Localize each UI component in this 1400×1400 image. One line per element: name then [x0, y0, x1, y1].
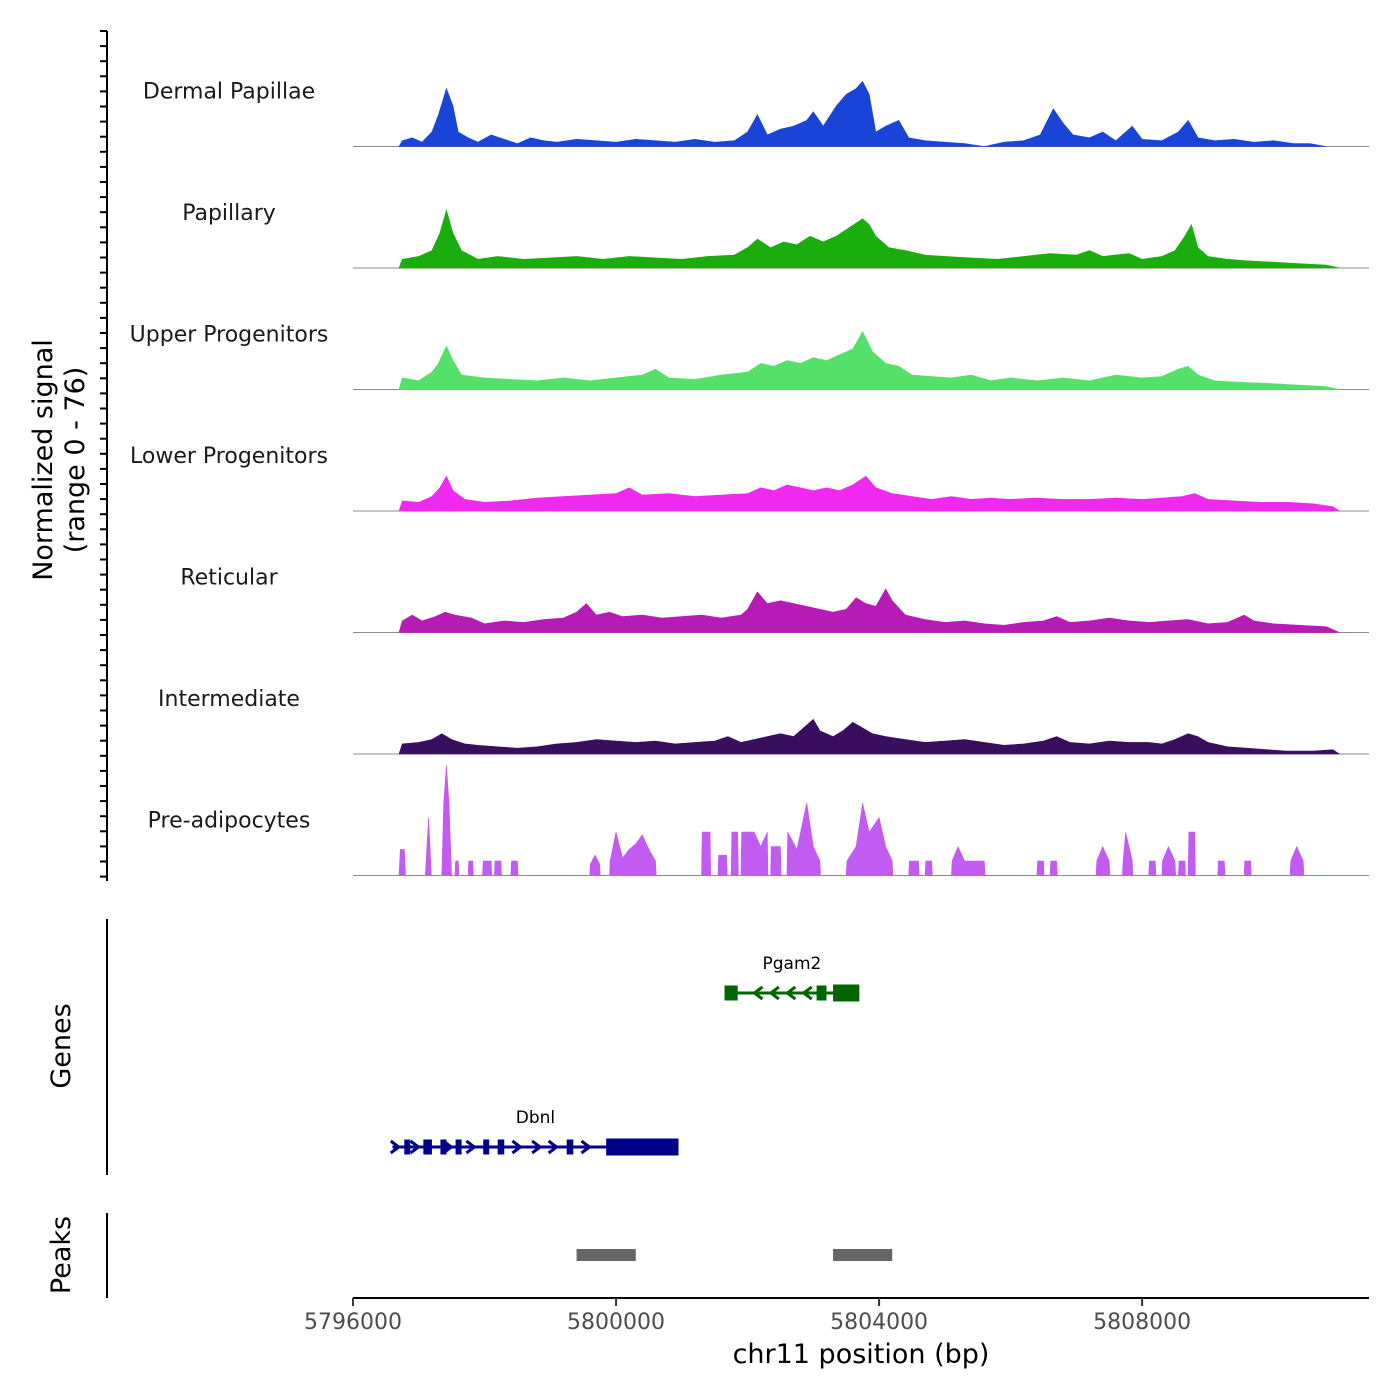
track-label: Lower Progenitors — [130, 444, 328, 469]
track-upper-progenitors: Upper Progenitors — [130, 323, 1369, 390]
exon-block — [497, 1139, 505, 1155]
peak-bar — [833, 1249, 893, 1261]
signal-area — [398, 718, 1341, 755]
gene-models: Pgam2 Dbnl — [389, 954, 860, 1156]
track-lower-progenitors: Lower Progenitors — [130, 444, 1369, 512]
signal-area — [398, 330, 1340, 390]
peaks-panel-title: Peaks — [46, 1216, 77, 1294]
signal-area — [398, 588, 1340, 633]
track-label: Reticular — [180, 566, 278, 591]
signal-area — [398, 209, 1340, 269]
x-tick-label: 5804000 — [830, 1310, 928, 1335]
gene-label: Dbnl — [516, 1108, 555, 1128]
exon-block — [566, 1139, 574, 1155]
exon-block — [440, 1139, 447, 1155]
signal-axis-ticks — [100, 30, 107, 878]
peaks-title-group: Peaks — [46, 1216, 77, 1294]
signal-axis-title-line1: Normalized signal — [28, 339, 59, 581]
track-label: Papillary — [182, 201, 276, 226]
signal-axis-title-group: Normalized signal (range 0 - 76) — [28, 339, 91, 581]
track-label: Dermal Papillae — [143, 80, 315, 105]
signal-area — [398, 80, 1327, 147]
strand-arrow — [768, 985, 780, 1001]
signal-area — [398, 765, 1327, 876]
strand-arrow — [465, 1139, 477, 1155]
peak-bar — [576, 1249, 636, 1261]
x-axis-ticks: 5796000 5800000 5804000 5808000 — [304, 1298, 1191, 1335]
strand-arrow — [801, 985, 813, 1001]
exon-block — [483, 1139, 490, 1155]
gene-pgam2: Pgam2 — [724, 954, 860, 1002]
track-label: Intermediate — [158, 687, 300, 712]
track-intermediate: Intermediate — [158, 687, 1369, 755]
track-pre-adipocytes: Pre-adipocytes — [148, 765, 1369, 876]
strand-arrow — [784, 985, 797, 1001]
gene-label: Pgam2 — [763, 954, 822, 974]
strand-arrow — [580, 1139, 592, 1155]
peak-regions — [576, 1249, 893, 1261]
exon-block — [816, 985, 827, 1001]
exon-block — [455, 1139, 462, 1155]
track-dermal-papillae: Dermal Papillae — [143, 80, 1369, 147]
exon-block — [724, 985, 738, 1001]
strand-arrow — [751, 985, 764, 1001]
exon-block — [423, 1139, 432, 1155]
exon-block — [606, 1138, 679, 1156]
strand-arrow — [409, 1139, 421, 1155]
strand-arrow — [547, 1139, 560, 1155]
genes-panel-title: Genes — [46, 1003, 77, 1088]
x-axis-title: chr11 position (bp) — [733, 1339, 990, 1370]
exon-block — [404, 1139, 411, 1155]
signal-area — [398, 475, 1341, 512]
strand-arrow — [511, 1139, 523, 1155]
x-tick-label: 5800000 — [567, 1310, 665, 1335]
track-reticular: Reticular — [180, 566, 1369, 633]
x-tick-label: 5808000 — [1093, 1310, 1191, 1335]
signal-axis-title-line2: (range 0 - 76) — [60, 367, 91, 554]
gene-dbnl: Dbnl — [389, 1108, 679, 1156]
track-papillary: Papillary — [182, 201, 1369, 269]
strand-arrow — [389, 1139, 402, 1155]
exon-block — [833, 984, 860, 1002]
x-tick-label: 5796000 — [304, 1310, 402, 1335]
track-label: Upper Progenitors — [130, 323, 329, 348]
strand-arrow — [531, 1139, 543, 1155]
track-label: Pre-adipocytes — [148, 809, 311, 834]
signal-tracks: Dermal Papillae Papillary Upper Progenitor… — [130, 80, 1369, 876]
genes-title-group: Genes — [46, 1003, 77, 1088]
